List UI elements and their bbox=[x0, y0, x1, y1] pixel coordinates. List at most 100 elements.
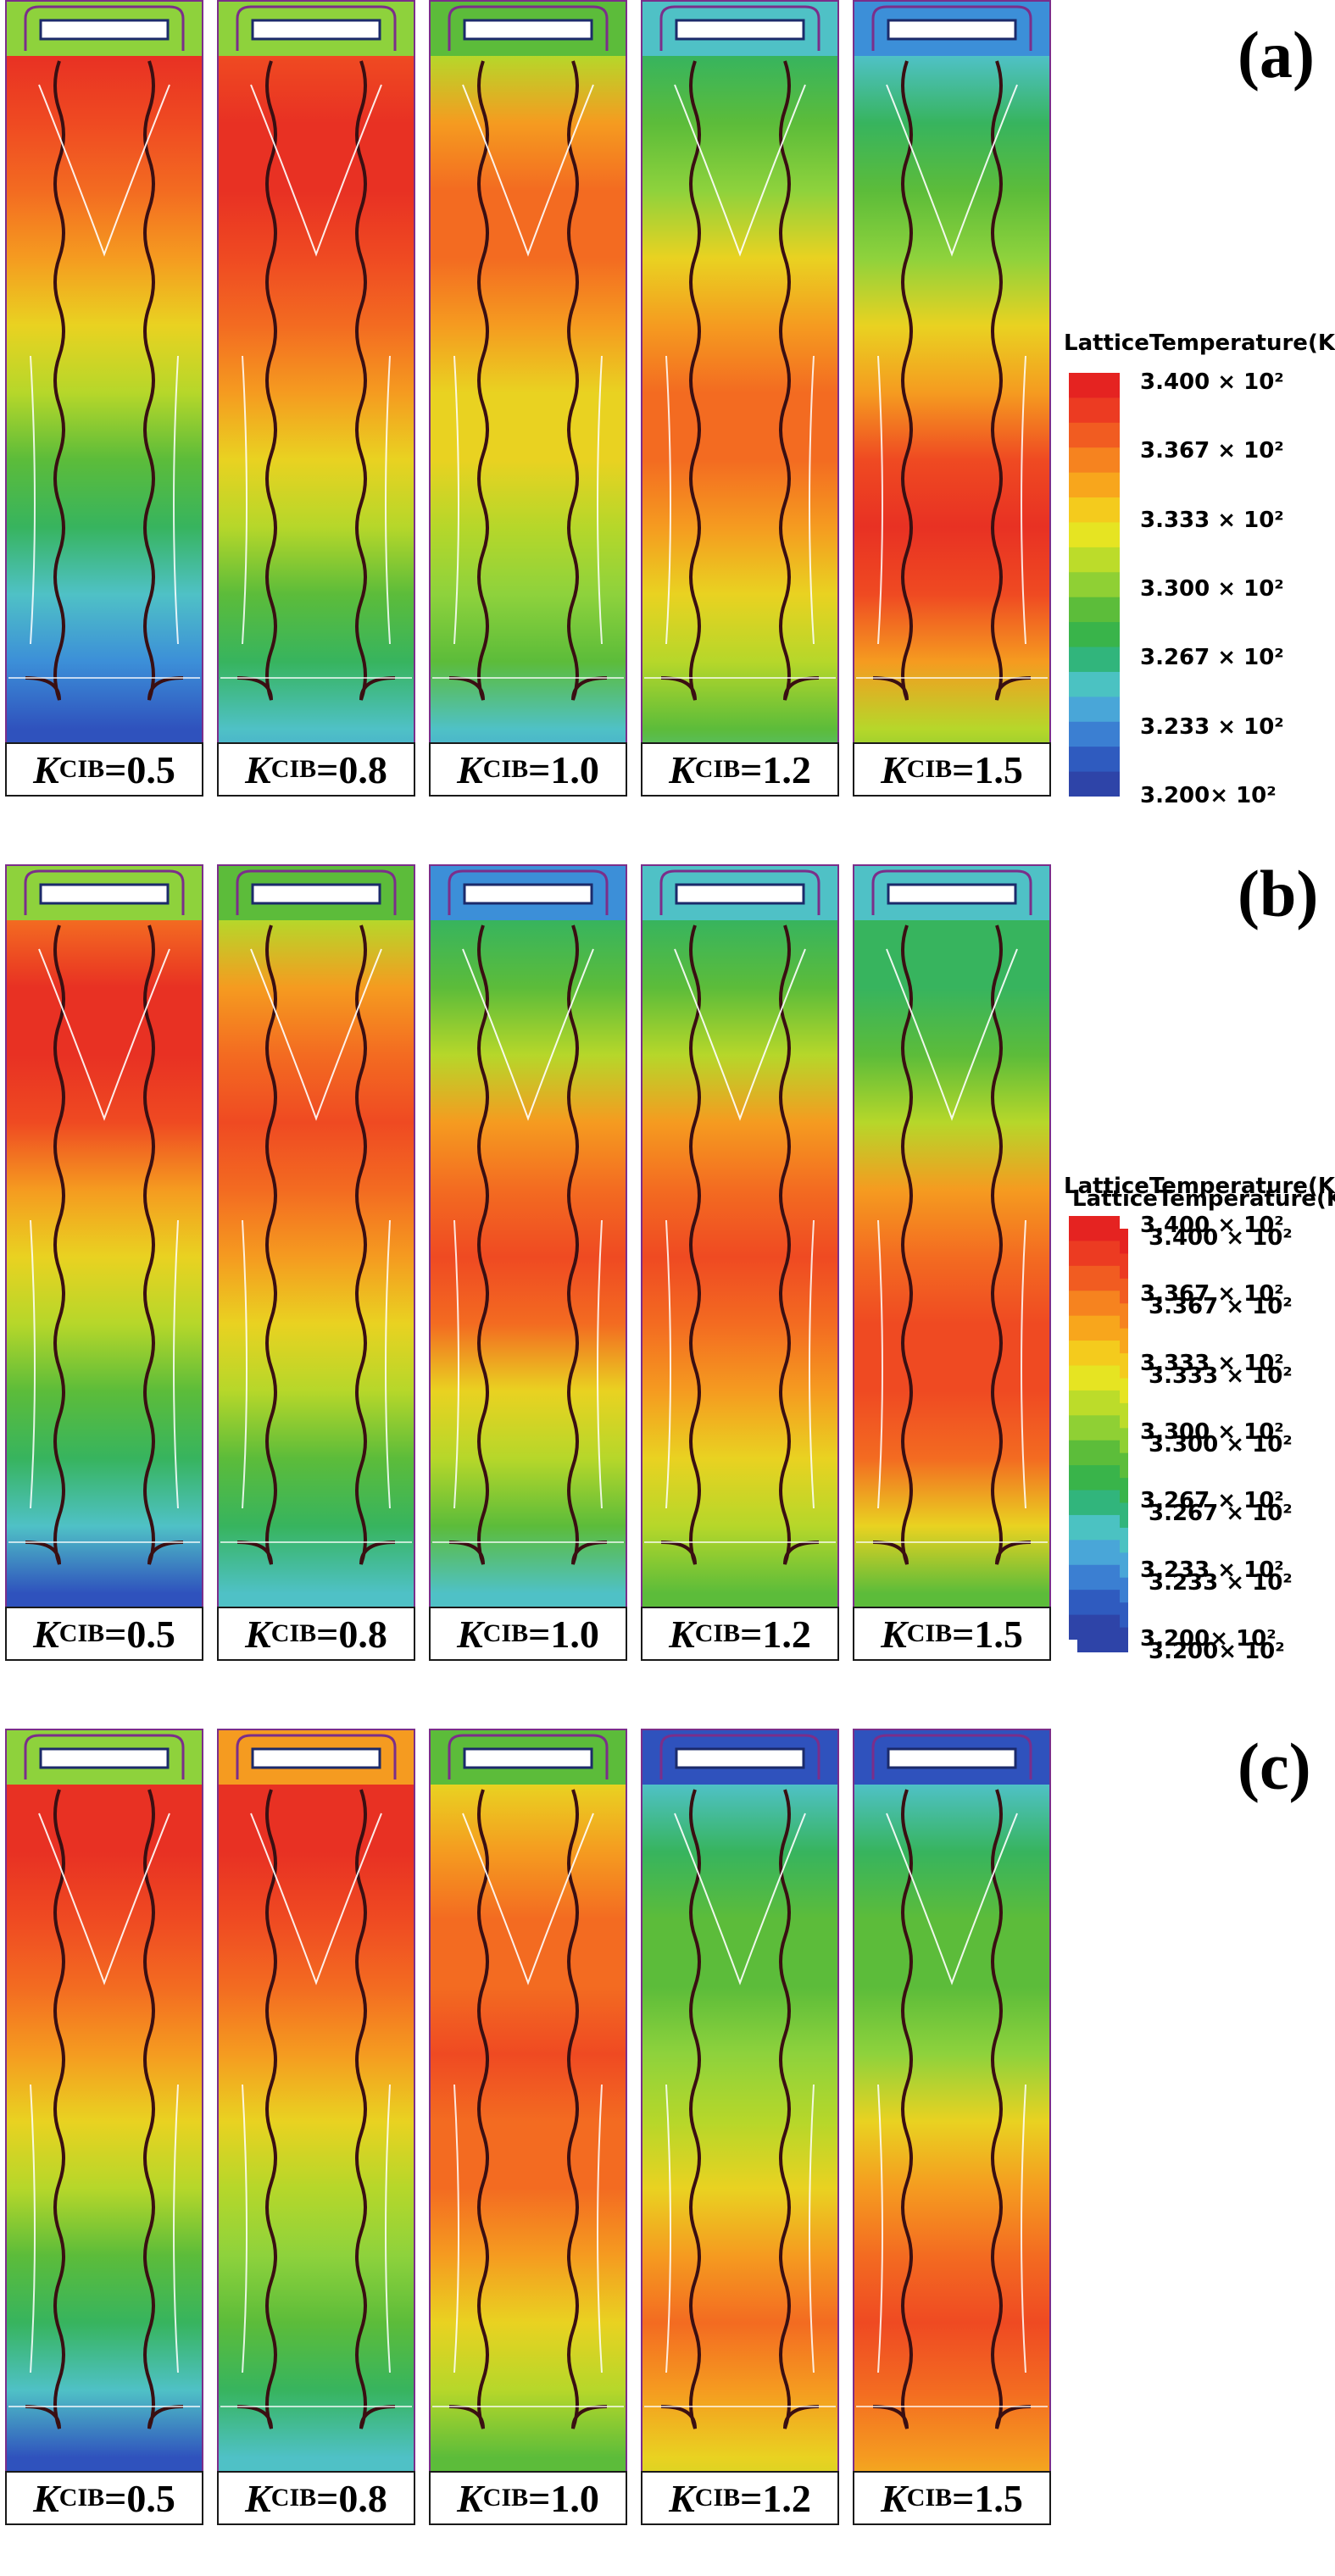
channel-body bbox=[429, 1785, 627, 2525]
temperature-map bbox=[853, 0, 1051, 797]
k-subscript: CIB bbox=[482, 1619, 529, 1647]
k-cib-label: K CIB =1.0 bbox=[429, 1607, 627, 1661]
junction-line-right bbox=[779, 924, 820, 1565]
gate-oxide bbox=[675, 19, 805, 41]
k-symbol: K bbox=[33, 747, 59, 791]
contour-line bbox=[250, 948, 382, 1121]
contour-line bbox=[250, 1813, 382, 1985]
simulation-panel: K CIB =0.5 bbox=[5, 0, 203, 797]
junction-line-right bbox=[567, 924, 608, 1565]
contour-line bbox=[242, 355, 391, 645]
channel-body bbox=[641, 920, 839, 1661]
k-subscript: CIB bbox=[694, 1619, 741, 1647]
channel-body bbox=[5, 1785, 203, 2525]
junction-line-left bbox=[660, 924, 701, 1565]
k-symbol: K bbox=[669, 2476, 695, 2520]
junction-line-left bbox=[25, 924, 65, 1565]
junction-line-left bbox=[660, 1789, 701, 2429]
k-subscript: CIB bbox=[58, 1619, 105, 1647]
contour-line bbox=[242, 1219, 391, 1509]
gate-outline bbox=[871, 1734, 1032, 1779]
k-value: =0.8 bbox=[316, 2476, 387, 2520]
temperature-map bbox=[429, 864, 627, 1661]
gate-outline bbox=[871, 5, 1032, 51]
k-subscript: CIB bbox=[482, 2484, 529, 2512]
contour-line bbox=[665, 1219, 815, 1509]
channel-body bbox=[641, 56, 839, 797]
colorbar-swatch bbox=[1069, 472, 1120, 498]
simulation-panel: K CIB =1.2 bbox=[641, 1729, 839, 2525]
legend-tick-label: 3.367 × 10² bbox=[1140, 438, 1284, 464]
colorbar-swatch bbox=[1069, 422, 1120, 448]
legend-title: LatticeTemperature(K) bbox=[1072, 1186, 1335, 1212]
gate-oxide bbox=[887, 883, 1017, 905]
simulation-panel: K CIB =1.0 bbox=[429, 864, 627, 1661]
k-symbol: K bbox=[881, 1612, 907, 1656]
temperature-map bbox=[5, 0, 203, 797]
gate-oxide bbox=[887, 1747, 1017, 1769]
gate-outline bbox=[236, 5, 397, 51]
k-cib-label: K CIB =0.8 bbox=[217, 1607, 415, 1661]
k-symbol: K bbox=[669, 1612, 695, 1656]
k-subscript: CIB bbox=[482, 755, 529, 783]
gate-oxide bbox=[463, 19, 593, 41]
k-symbol: K bbox=[669, 747, 695, 791]
legend-tick-label: 3.367 × 10² bbox=[1140, 1281, 1284, 1307]
legend-tick-label: 3.367 × 10² bbox=[1149, 1294, 1293, 1320]
gate-outline bbox=[448, 869, 609, 915]
contour-line bbox=[453, 1219, 603, 1509]
simulation-panel: K CIB =0.8 bbox=[217, 864, 415, 1661]
k-subscript: CIB bbox=[906, 755, 953, 783]
channel-body bbox=[853, 56, 1051, 797]
k-value: =0.5 bbox=[104, 747, 175, 791]
simulation-panel: K CIB =0.5 bbox=[5, 864, 203, 1661]
junction-line-right bbox=[991, 924, 1032, 1565]
k-cib-label: K CIB =0.8 bbox=[217, 2471, 415, 2525]
color-legend: LatticeTemperature(K) 3.400 × 10² 3.367 × … bbox=[1064, 330, 1335, 822]
legend-tick-label: 3.333 × 10² bbox=[1140, 507, 1284, 533]
simulation-panel: K CIB =1.2 bbox=[641, 0, 839, 797]
contour-line bbox=[674, 1813, 806, 1985]
colorbar-swatch bbox=[1069, 547, 1120, 573]
simulation-panel: K CIB =0.8 bbox=[217, 0, 415, 797]
contour-line bbox=[453, 355, 603, 645]
legend-tick-label: 3.200× 10² bbox=[1149, 1638, 1285, 1664]
contour-line bbox=[462, 1813, 594, 1985]
legend-tick-label: 3.267 × 10² bbox=[1140, 645, 1284, 671]
colorbar-swatch bbox=[1069, 721, 1120, 747]
colorbar-swatch bbox=[1069, 1365, 1120, 1391]
k-symbol: K bbox=[457, 1612, 483, 1656]
k-value: =1.0 bbox=[528, 2476, 599, 2520]
junction-line-right bbox=[143, 924, 184, 1565]
gate-outline bbox=[24, 1734, 185, 1779]
gate-oxide bbox=[675, 1747, 805, 1769]
contour-line bbox=[38, 948, 170, 1121]
colorbar-swatch bbox=[1069, 1341, 1120, 1367]
contour-line bbox=[453, 2084, 603, 2373]
legend-tick-label: 3.300 × 10² bbox=[1149, 1431, 1293, 1457]
gate-oxide bbox=[251, 19, 381, 41]
gate-oxide bbox=[251, 883, 381, 905]
k-cib-label: K CIB =1.2 bbox=[641, 1607, 839, 1661]
colorbar-swatch bbox=[1069, 1415, 1120, 1441]
k-subscript: CIB bbox=[906, 1619, 953, 1647]
k-cib-label: K CIB =1.5 bbox=[853, 742, 1051, 797]
k-symbol: K bbox=[33, 2476, 59, 2520]
k-subscript: CIB bbox=[270, 2484, 317, 2512]
channel-body bbox=[217, 1785, 415, 2525]
legend-tick-label: 3.400 × 10² bbox=[1140, 1213, 1284, 1238]
contour-line bbox=[250, 84, 382, 257]
panel-letter: (a) bbox=[1238, 18, 1315, 92]
contour-line bbox=[462, 84, 594, 257]
legend-tick-label: 3.400 × 10² bbox=[1149, 1225, 1293, 1251]
colorbar-swatch bbox=[1069, 1216, 1120, 1242]
channel-body bbox=[853, 920, 1051, 1661]
k-value: =1.2 bbox=[740, 1612, 811, 1656]
k-subscript: CIB bbox=[270, 755, 317, 783]
junction-line-right bbox=[355, 60, 396, 701]
colorbar-swatch bbox=[1069, 697, 1120, 723]
k-symbol: K bbox=[457, 2476, 483, 2520]
contour-line bbox=[38, 84, 170, 257]
junction-line-left bbox=[660, 60, 701, 701]
colorbar-swatch bbox=[1069, 1490, 1120, 1516]
